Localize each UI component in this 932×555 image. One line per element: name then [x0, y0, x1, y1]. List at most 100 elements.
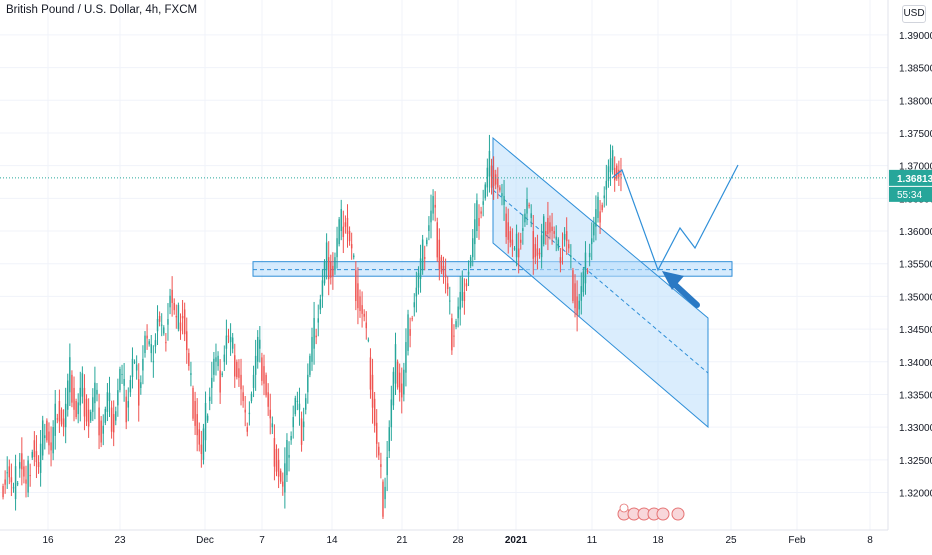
- candle-body: [319, 299, 322, 310]
- candle-body: [353, 255, 355, 258]
- candle-body: [196, 414, 198, 436]
- candle-body: [455, 321, 457, 327]
- candle-body: [446, 283, 449, 289]
- candle-body: [449, 300, 451, 302]
- economic-events[interactable]: [617, 503, 685, 521]
- candle-body: [534, 244, 537, 258]
- candle-body: [54, 403, 56, 436]
- candle-body: [309, 355, 311, 375]
- time-tick-label: 21: [396, 535, 408, 546]
- candle-body: [499, 187, 501, 191]
- candle-body: [601, 204, 603, 211]
- candle-body: [380, 464, 382, 467]
- candle-body: [89, 411, 92, 421]
- arrow-shaft: [669, 279, 700, 308]
- candle-body: [444, 274, 447, 278]
- projection-path[interactable]: [611, 164, 739, 272]
- candle-body: [334, 257, 336, 271]
- candle-body: [92, 397, 94, 412]
- candle-body: [213, 358, 215, 375]
- candle-body: [83, 387, 86, 417]
- time-axis[interactable]: 16 23 Dec 7 14 21 28 2021 11 18 25 Feb 8: [0, 529, 888, 546]
- price-tick-label: 1.34000: [899, 358, 932, 369]
- candle-body: [338, 219, 340, 245]
- candle-body: [526, 198, 528, 214]
- candle-body: [165, 342, 167, 344]
- candle-body: [273, 438, 276, 467]
- candle-body: [588, 252, 591, 258]
- candle-body: [215, 357, 217, 362]
- candle-body: [163, 327, 165, 334]
- candle-body: [563, 233, 566, 240]
- candle-body: [192, 387, 194, 419]
- candle-body: [282, 481, 284, 487]
- candle-body: [348, 231, 351, 242]
- candle-body: [288, 454, 290, 458]
- candle-body: [236, 361, 238, 378]
- currency-button[interactable]: USD: [902, 5, 926, 23]
- candle-body: [549, 222, 551, 233]
- arrow-annotation[interactable]: [662, 271, 700, 308]
- candle-body: [219, 370, 221, 393]
- candle-body: [69, 357, 71, 393]
- price-axis[interactable]: 1.390001.385001.380001.375001.370001.365…: [887, 0, 932, 530]
- candle-body: [44, 435, 46, 439]
- candle-body: [150, 344, 152, 354]
- time-tick-label: 28: [452, 535, 464, 546]
- candle-body: [275, 448, 278, 472]
- candle-body: [597, 196, 599, 218]
- candle-body: [148, 341, 150, 345]
- candle-body: [186, 331, 188, 351]
- candle-body: [121, 373, 123, 375]
- candle-body: [194, 401, 196, 426]
- candle-body: [6, 472, 8, 474]
- candle-body: [294, 398, 297, 415]
- candle-body: [386, 457, 388, 476]
- time-tick-label: Dec: [196, 535, 214, 546]
- candle-body: [183, 309, 186, 335]
- candle-body: [311, 336, 313, 362]
- candle-body: [417, 273, 420, 288]
- candle-body: [317, 318, 319, 323]
- candle-body: [277, 459, 280, 477]
- candle-body: [231, 337, 234, 349]
- candle-body: [505, 213, 507, 238]
- candle-body: [4, 479, 6, 485]
- candle-body: [423, 257, 426, 259]
- candle-body: [211, 377, 213, 388]
- candle-body: [486, 167, 489, 188]
- candle-body: [146, 335, 148, 339]
- candle-body: [75, 401, 77, 418]
- candle-body: [112, 414, 115, 433]
- candle-body: [46, 420, 48, 441]
- candle-body: [290, 435, 292, 441]
- candle-body: [108, 392, 111, 402]
- candle-body: [14, 466, 17, 500]
- descending-channel[interactable]: [492, 136, 709, 429]
- candle-body: [371, 374, 374, 408]
- price-tick-label: 1.33500: [899, 390, 932, 401]
- candle-body: [244, 409, 246, 413]
- candle-body: [611, 150, 614, 171]
- candle-body: [125, 396, 127, 423]
- candle-body: [568, 244, 570, 249]
- candle-body: [457, 306, 459, 319]
- candle-body: [415, 287, 418, 297]
- candle-body: [413, 302, 416, 308]
- candle-body: [490, 165, 493, 188]
- candle-body: [300, 418, 303, 445]
- candle-body: [271, 423, 274, 428]
- time-tick-label: 2021: [505, 535, 528, 546]
- candle-body: [177, 304, 180, 330]
- candle-body: [2, 486, 4, 498]
- projection-line: [611, 164, 739, 272]
- candle-body: [480, 211, 482, 214]
- candle-body: [305, 398, 307, 410]
- candle-body: [551, 226, 553, 232]
- time-tick-label: 11: [587, 535, 598, 546]
- price-tick-label: 1.39000: [899, 31, 932, 42]
- price-tick-label: 1.33000: [899, 423, 932, 434]
- candle-body: [85, 398, 88, 422]
- candle-body: [158, 316, 161, 322]
